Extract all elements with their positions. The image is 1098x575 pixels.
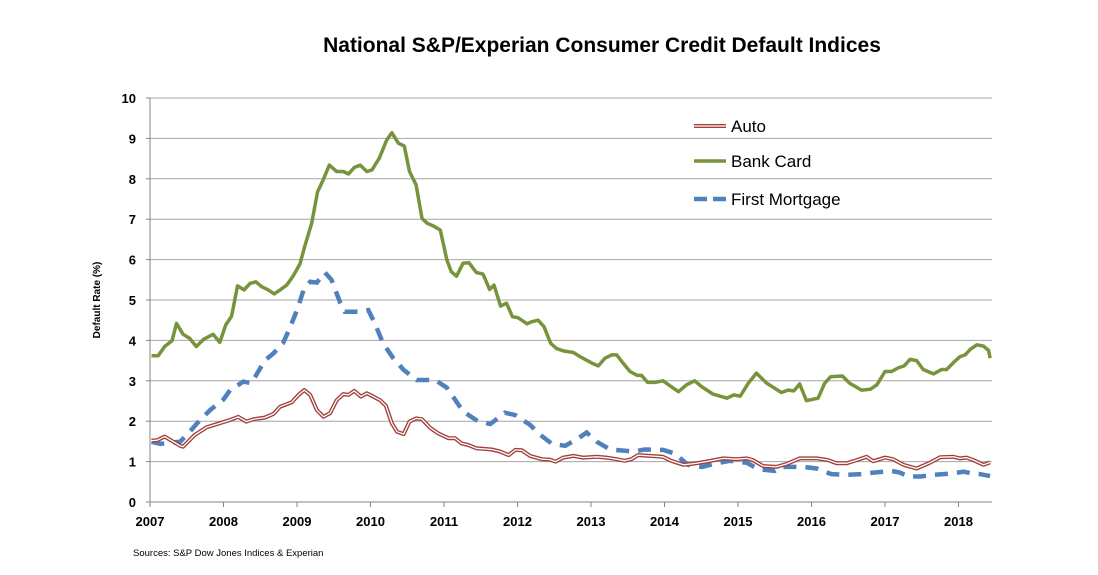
x-tick-label: 2012 (503, 514, 532, 529)
x-tick-label: 2017 (871, 514, 900, 529)
x-tick-label: 2011 (430, 514, 458, 529)
y-tick-label: 5 (129, 293, 136, 308)
y-axis-label: Default Rate (%) (92, 262, 103, 339)
x-tick-label: 2016 (797, 514, 826, 529)
source-note: Sources: S&P Dow Jones Indices & Experia… (133, 548, 323, 559)
y-tick-label: 6 (129, 253, 136, 268)
legend-label-auto: Auto (731, 117, 766, 136)
y-tick-label: 0 (129, 495, 136, 510)
grid (150, 97, 992, 463)
y-tick-label: 3 (129, 374, 136, 389)
y-tick-label: 10 (122, 91, 136, 106)
axes: 0 1 2 3 4 5 6 7 8 9 10 2007 2008 2009 2010 2011 2012 2013… (122, 91, 992, 529)
x-tick-label: 2014 (650, 514, 680, 529)
legend-label-first-mortgage: First Mortgage (731, 190, 841, 209)
y-tick-label: 4 (129, 333, 137, 348)
x-tick-label: 2015 (724, 514, 753, 529)
x-tick-label: 2010 (356, 514, 385, 529)
series-line-first-mortgage (151, 269, 991, 479)
y-tick-label: 8 (129, 172, 136, 187)
x-tick-label: 2009 (283, 514, 312, 529)
series-lines (151, 130, 992, 479)
chart-title: National S&P/Experian Consumer Credit De… (323, 34, 881, 57)
x-tick-label: 2007 (136, 514, 165, 529)
series-line-auto-inner (151, 389, 991, 470)
y-tick-label: 9 (129, 131, 136, 146)
series-line-bank-card (151, 130, 992, 403)
x-tick-label: 2013 (577, 514, 606, 529)
legend-label-bank-card: Bank Card (731, 152, 811, 171)
y-tick-label: 2 (129, 414, 136, 429)
legend: Auto Bank Card First Mortgage (694, 117, 841, 209)
y-tick-label: 7 (129, 212, 136, 227)
x-tick-label: 2008 (209, 514, 238, 529)
y-tick-label: 1 (129, 455, 136, 470)
x-tick-label: 2018 (944, 514, 973, 529)
